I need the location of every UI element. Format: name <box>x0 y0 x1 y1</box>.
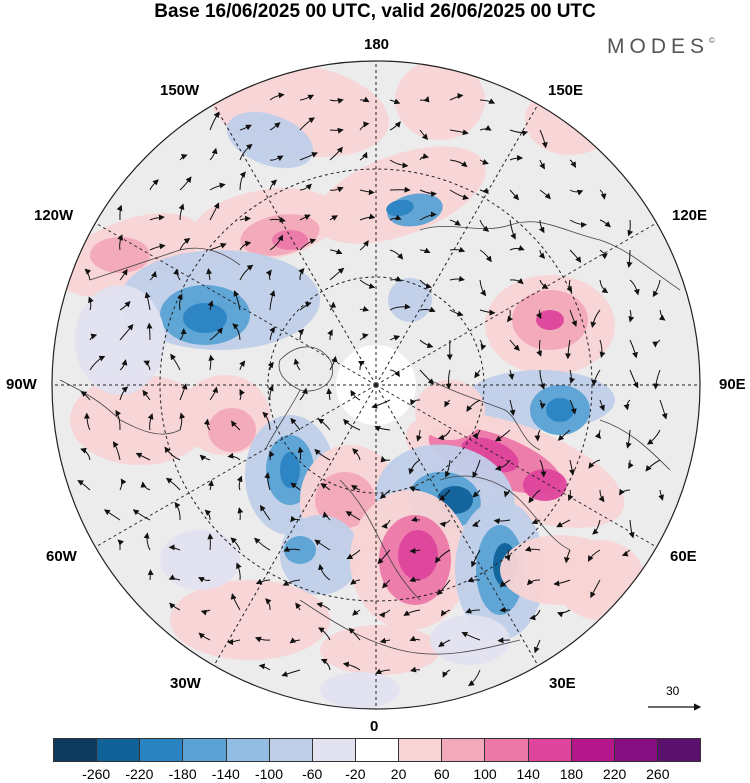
colorbar-tick-label: 220 <box>602 766 627 782</box>
colorbar-tick-label: -100 <box>254 766 284 782</box>
colorbar-swatch <box>614 739 658 761</box>
colorbar-tick-label: 100 <box>473 766 497 782</box>
lon-label-0: 0 <box>370 718 379 735</box>
lon-label-30w: 30W <box>170 675 201 692</box>
colorbar-swatch <box>269 739 313 761</box>
colorbar-swatch <box>528 739 572 761</box>
lon-label-120e: 120E <box>672 207 708 224</box>
colorbar-tick-label: 260 <box>646 766 670 782</box>
graticule <box>52 61 700 709</box>
colorbar-tick-label: -220 <box>125 766 154 782</box>
colorbar-swatch <box>97 739 141 761</box>
colorbar-tick-label: -180 <box>168 766 197 782</box>
lon-label-60e: 60E <box>670 548 697 565</box>
colorbar-swatch <box>355 739 400 761</box>
map-boundary <box>51 60 701 710</box>
colorbar-tick-label: 140 <box>516 766 540 782</box>
colorbar-tick-label: -260 <box>82 766 111 782</box>
colorbar-tick-label: 60 <box>434 766 450 782</box>
lon-label-150e: 150E <box>548 82 584 99</box>
lon-label-30e: 30E <box>549 675 576 692</box>
coastlines <box>59 221 681 655</box>
modes-logo: MODES© <box>607 35 715 58</box>
colorbar-swatch <box>54 739 98 761</box>
colorbar-swatch <box>657 739 701 761</box>
lon-label-90w: 90W <box>6 376 37 393</box>
lon-label-120w: 120W <box>34 207 74 224</box>
colorbar-swatch <box>312 739 356 761</box>
lon-label-90e: 90E <box>719 376 746 393</box>
colorbar-swatch <box>485 739 529 761</box>
map-disk <box>52 61 700 709</box>
lon-label-60w: 60W <box>46 548 77 565</box>
colorbar-ticks: -260 -220 -180 -140 -100 -60 -20 20 60 100 140 180 2… <box>53 766 701 783</box>
colorbar-tick-label: -140 <box>211 766 240 782</box>
colorbar-swatch <box>399 739 443 761</box>
colorbar-tick-label: -60 <box>302 766 323 782</box>
vector-scale-label: 30 <box>666 684 680 698</box>
colorbar-tick-label: 20 <box>390 766 407 782</box>
colorbar-swatch <box>183 739 227 761</box>
colorbar-tick-label: -20 <box>345 766 366 782</box>
wind-vectors <box>77 92 668 687</box>
colorbar-swatch <box>140 739 184 761</box>
colorbar-swatch <box>571 739 615 761</box>
colorbar-swatch <box>442 739 486 761</box>
colorbar <box>53 738 701 762</box>
map-title: Base 16/06/2025 00 UTC, valid 26/06/2025… <box>154 1 596 22</box>
colorbar-tick-label: 180 <box>559 766 584 782</box>
lon-label-150w: 150W <box>160 82 200 99</box>
colorbar-swatch <box>226 739 270 761</box>
lon-label-180: 180 <box>364 36 390 53</box>
